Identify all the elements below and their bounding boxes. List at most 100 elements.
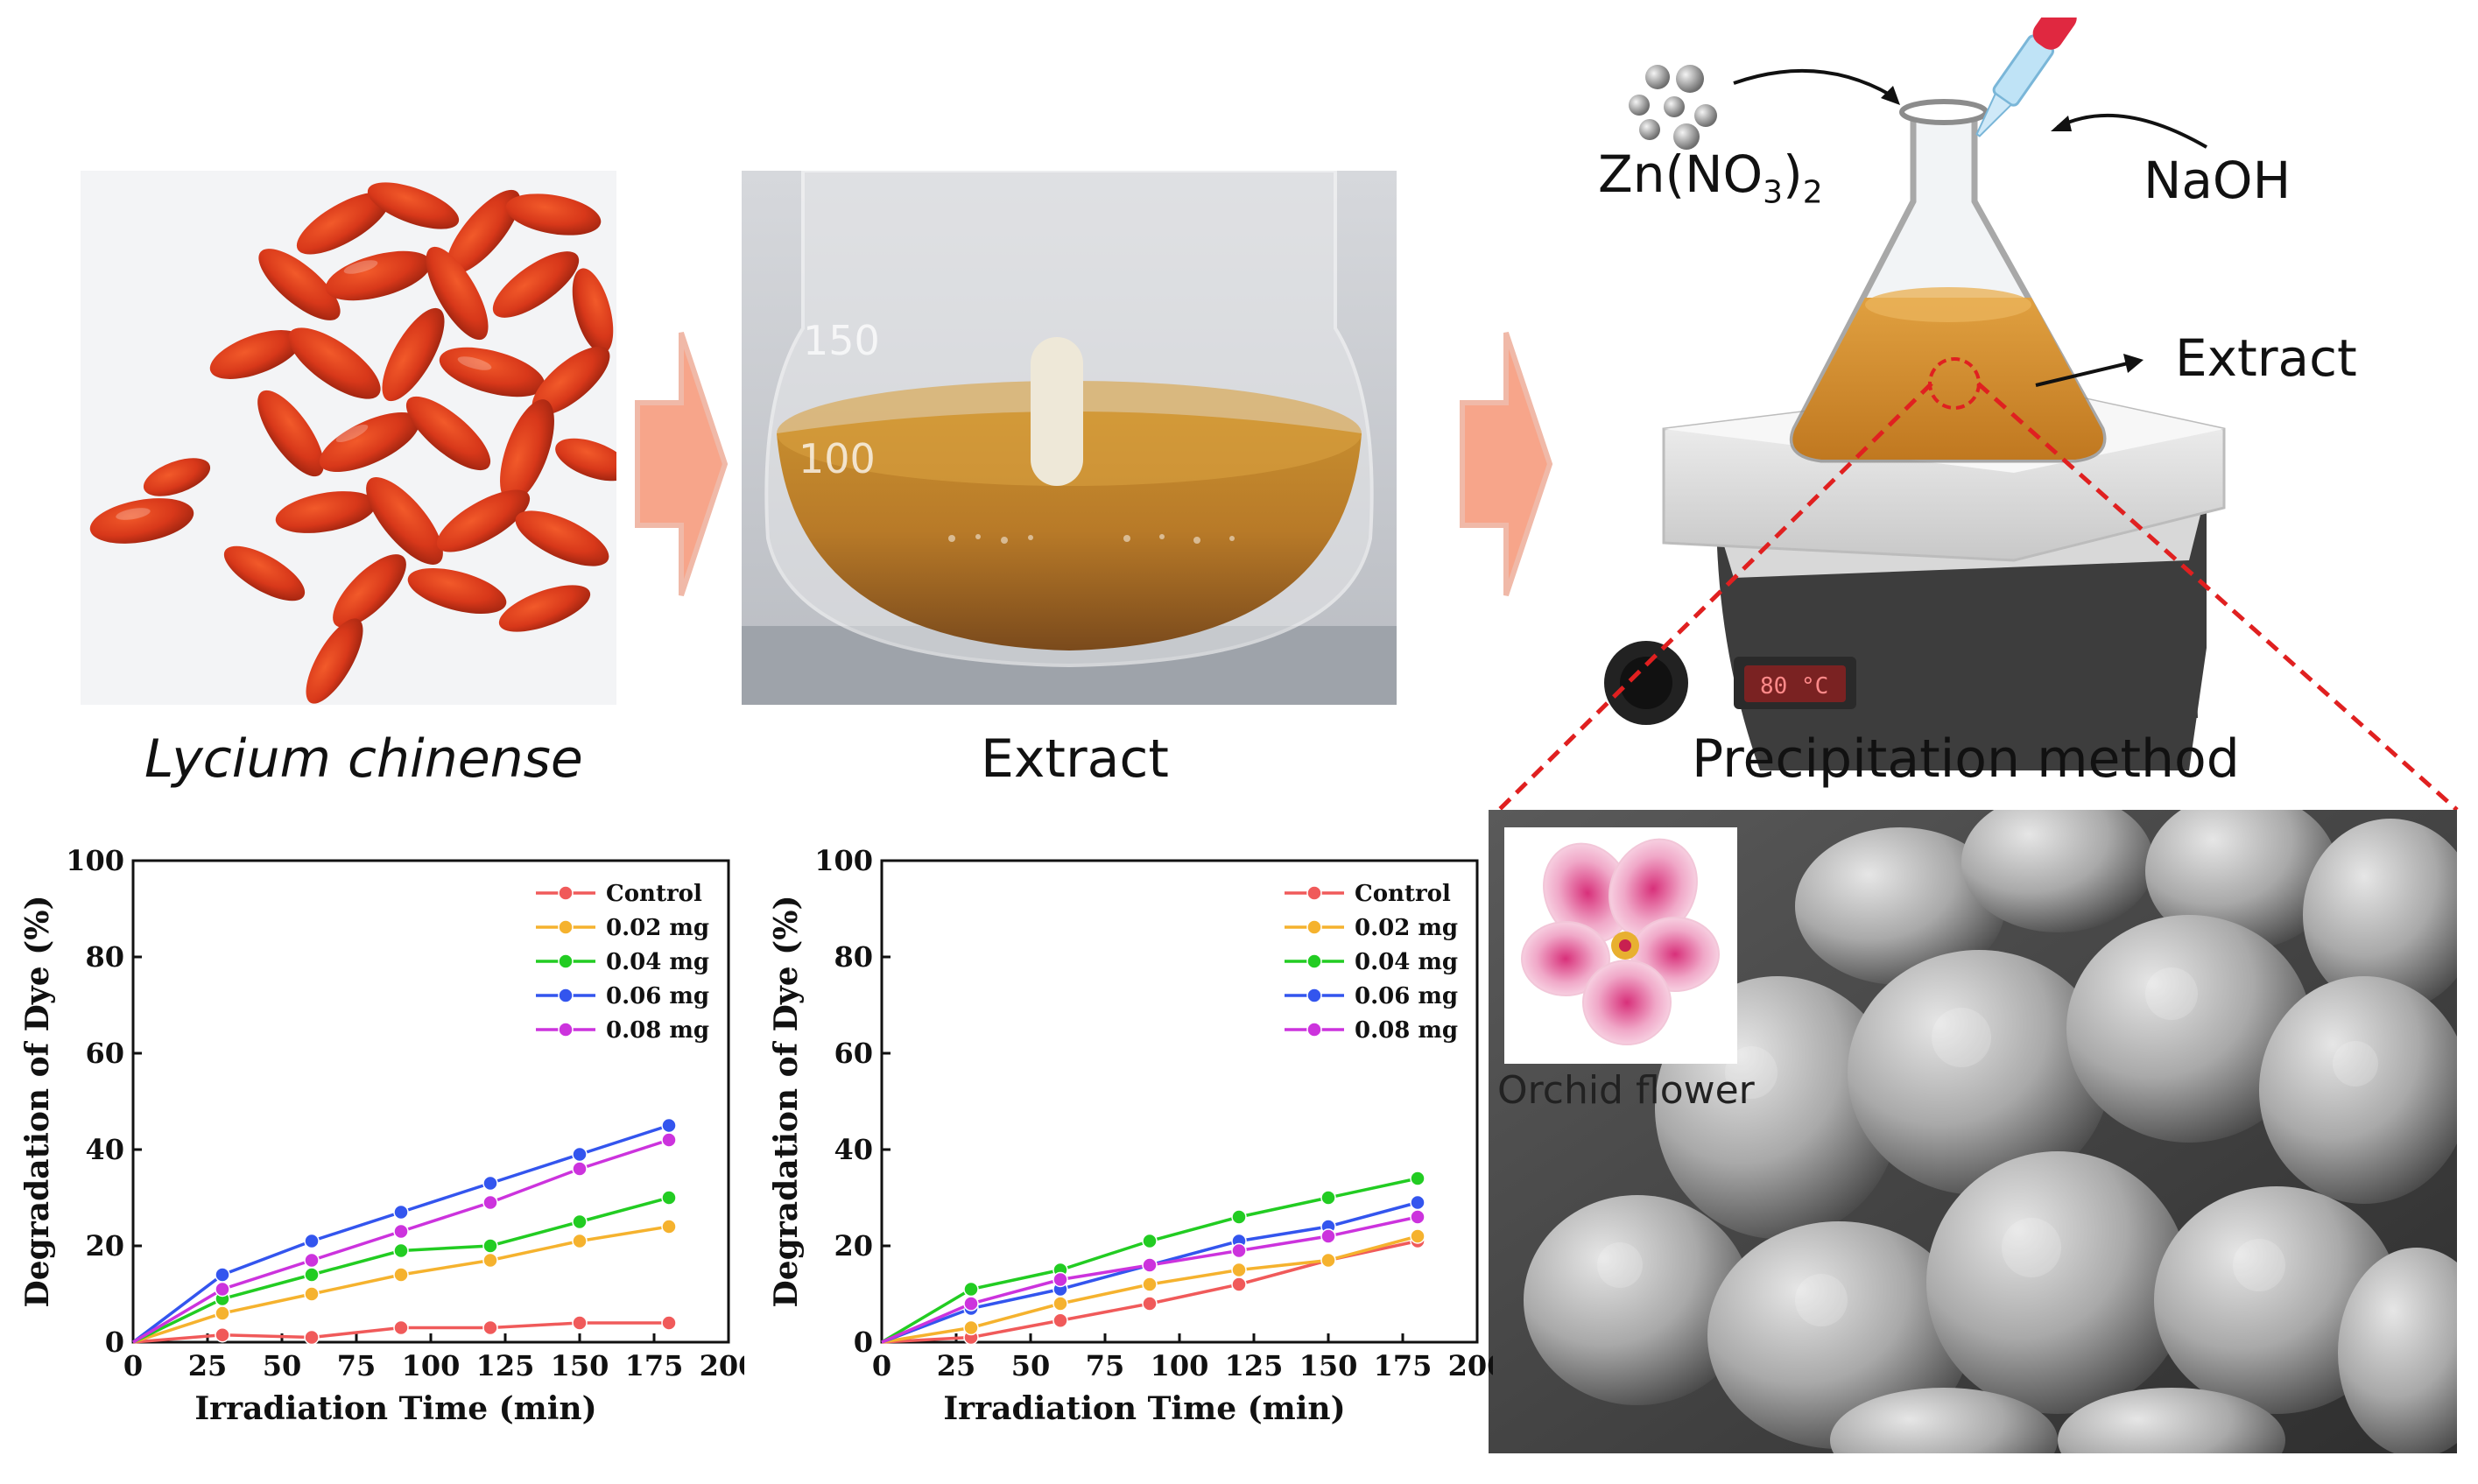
x-tick-label: 150 <box>551 1349 609 1382</box>
legend-label: 0.08 mg <box>1355 1017 1458 1044</box>
naoh-label: NaOH <box>2144 151 2291 210</box>
x-tick-label: 200 <box>700 1349 744 1382</box>
x-tick-label: 175 <box>625 1349 684 1382</box>
data-point <box>1410 1228 1426 1244</box>
data-point <box>1320 1228 1336 1244</box>
x-tick-label: 75 <box>1086 1349 1125 1382</box>
legend-label: 0.02 mg <box>1355 915 1458 941</box>
x-tick-label: 50 <box>1011 1349 1051 1382</box>
legend-marker <box>1306 919 1322 935</box>
y-tick-label: 60 <box>85 1037 124 1070</box>
chart-right: 0 25 50 75 100 125 150 175 200 0 20 40 60 80 100 Irradi… <box>768 844 1493 1427</box>
data-point <box>1320 1190 1336 1206</box>
data-point <box>215 1281 230 1298</box>
data-point <box>482 1238 498 1254</box>
legend-marker <box>558 919 574 935</box>
legend-label: Control <box>606 881 702 907</box>
data-point <box>1320 1252 1336 1269</box>
data-point <box>393 1223 409 1240</box>
data-point <box>661 1117 677 1134</box>
x-tick-label: 0 <box>123 1349 143 1382</box>
x-tick-label: 100 <box>1151 1349 1209 1382</box>
beaker-illustration: 150 100 <box>742 171 1397 705</box>
data-point <box>1410 1194 1426 1211</box>
legend-label: 0.04 mg <box>606 949 709 975</box>
y-axis-title: Degradation of Dye (%) <box>19 896 56 1308</box>
goji-berries-illustration <box>81 171 616 705</box>
data-point <box>572 1161 588 1177</box>
y-tick-label: 100 <box>66 844 124 877</box>
x-tick-label: 25 <box>188 1349 228 1382</box>
arrow-right-icon <box>1460 332 1553 596</box>
data-point <box>304 1286 320 1302</box>
data-point <box>1052 1296 1068 1312</box>
x-tick-label: 50 <box>263 1349 302 1382</box>
legend-marker <box>558 953 574 969</box>
data-point <box>1231 1277 1247 1292</box>
data-point <box>963 1296 979 1312</box>
x-tick-label: 75 <box>337 1349 377 1382</box>
data-point <box>661 1190 677 1206</box>
flask-hotplate-illustration: 80 °C <box>1604 18 2226 770</box>
y-tick-label: 0 <box>854 1326 873 1359</box>
legend-label: 0.02 mg <box>606 915 709 941</box>
data-point <box>393 1242 409 1259</box>
y-tick-label: 40 <box>85 1133 124 1166</box>
data-point <box>215 1267 230 1283</box>
goji-caption: Lycium chinense <box>144 728 583 790</box>
x-tick-label: 200 <box>1448 1349 1493 1382</box>
y-tick-label: 20 <box>834 1229 873 1262</box>
x-tick-label: 0 <box>872 1349 891 1382</box>
data-point <box>1231 1262 1247 1278</box>
data-point <box>572 1213 588 1230</box>
x-tick-label: 125 <box>1225 1349 1284 1382</box>
legend-marker <box>1306 1022 1322 1037</box>
data-point <box>572 1146 588 1163</box>
y-tick-label: 20 <box>85 1229 124 1262</box>
data-point <box>304 1233 320 1249</box>
data-point <box>963 1281 979 1298</box>
data-point <box>963 1319 979 1336</box>
data-point <box>1410 1209 1426 1225</box>
legend-marker <box>558 988 574 1003</box>
legend-label: 0.06 mg <box>1355 983 1458 1009</box>
x-tick-label: 125 <box>476 1349 535 1382</box>
y-tick-label: 40 <box>834 1133 873 1166</box>
data-point <box>1142 1277 1158 1292</box>
legend-label: Control <box>1355 881 1451 907</box>
beaker-100-mark: 100 <box>799 435 876 482</box>
data-point <box>1231 1242 1247 1259</box>
legend-label: 0.08 mg <box>606 1017 709 1044</box>
data-point <box>661 1315 677 1331</box>
data-point <box>1052 1271 1068 1288</box>
data-point <box>1231 1209 1247 1225</box>
zinc-nitrate-label: Zn(NO3)2 <box>1598 144 1823 211</box>
data-point <box>215 1305 230 1321</box>
data-point <box>572 1233 588 1249</box>
x-tick-label: 175 <box>1374 1349 1433 1382</box>
hotplate-display: 80 °C <box>1760 673 1828 700</box>
data-point <box>1052 1312 1068 1328</box>
x-axis-title: Irradiation Time (min) <box>194 1390 596 1427</box>
data-point <box>1142 1296 1158 1312</box>
y-tick-label: 60 <box>834 1037 873 1070</box>
data-point <box>482 1319 498 1336</box>
legend-label: 0.06 mg <box>606 983 709 1009</box>
legend-marker <box>1306 885 1322 901</box>
data-point <box>661 1132 677 1148</box>
y-tick-label: 80 <box>834 940 873 974</box>
data-point <box>572 1315 588 1331</box>
legend-marker <box>1306 988 1322 1003</box>
arrow-right-icon <box>635 332 729 596</box>
data-point <box>393 1267 409 1283</box>
legend-marker <box>1306 953 1322 969</box>
legend-label: 0.04 mg <box>1355 949 1458 975</box>
orchid-inset <box>1504 827 1737 1064</box>
data-point <box>482 1175 498 1192</box>
orchid-flower-icon <box>1504 827 1737 1064</box>
orchid-label: Orchid flower <box>1497 1068 1755 1113</box>
data-point <box>1410 1171 1426 1186</box>
y-tick-label: 100 <box>814 844 873 877</box>
legend-marker <box>558 1022 574 1037</box>
